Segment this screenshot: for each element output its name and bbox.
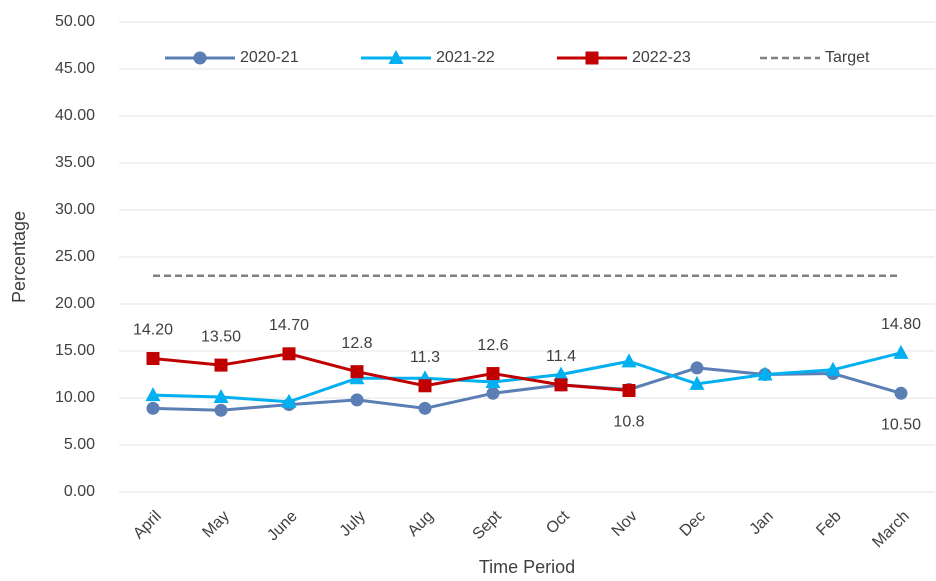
marker <box>281 393 297 408</box>
x-tick-label: Oct <box>543 507 573 537</box>
y-tick-label: 50.00 <box>55 13 95 30</box>
marker <box>689 375 705 390</box>
marker <box>214 358 228 372</box>
x-tick-label: Dec <box>677 508 709 540</box>
legend-label: 2020-21 <box>240 49 299 66</box>
marker <box>418 401 432 415</box>
y-tick-label: 0.00 <box>64 483 95 500</box>
marker <box>893 344 909 359</box>
data-label: 12.6 <box>477 337 508 354</box>
marker <box>213 389 229 404</box>
y-tick-label: 35.00 <box>55 154 95 171</box>
marker <box>553 366 569 381</box>
series-line <box>152 351 902 404</box>
x-tick-label: April <box>130 508 165 543</box>
y-tick-label: 10.00 <box>55 389 95 406</box>
marker <box>825 361 841 376</box>
y-axis-title: Percentage <box>9 211 29 303</box>
marker <box>894 386 908 400</box>
legend-label: Target <box>825 49 870 66</box>
x-tick-label: Nov <box>609 508 641 540</box>
data-label: 13.50 <box>201 328 241 345</box>
marker <box>486 386 500 400</box>
y-tick-label: 25.00 <box>55 248 95 265</box>
data-label: 11.3 <box>410 349 440 366</box>
data-label: 14.80 <box>881 316 921 333</box>
marker <box>418 379 432 393</box>
legend-label: 2021-22 <box>436 49 495 66</box>
y-tick-label: 20.00 <box>55 295 95 312</box>
marker <box>146 401 160 415</box>
marker <box>145 387 161 402</box>
data-label: 12.8 <box>341 335 372 352</box>
x-tick-label: June <box>264 508 301 545</box>
data-label: 10.8 <box>613 414 644 431</box>
y-tick-label: 40.00 <box>55 107 95 124</box>
y-tick-label: 45.00 <box>55 60 95 77</box>
x-tick-label: July <box>337 508 369 540</box>
x-tick-label: Aug <box>405 508 437 540</box>
marker <box>690 361 704 375</box>
legend-item: Target <box>760 49 870 66</box>
marker <box>350 365 364 379</box>
x-axis-title: Time Period <box>479 557 575 577</box>
y-tick-label: 15.00 <box>55 342 95 359</box>
data-label: 10.50 <box>881 417 921 434</box>
marker <box>193 51 207 65</box>
marker <box>622 383 636 397</box>
x-tick-label: March <box>869 508 912 551</box>
series-line <box>152 352 630 392</box>
legend-item: 2021-22 <box>361 49 495 66</box>
marker <box>554 378 568 392</box>
marker <box>146 352 160 366</box>
marker <box>214 403 228 417</box>
y-tick-label: 30.00 <box>55 201 95 218</box>
x-tick-label: Feb <box>813 508 845 540</box>
marker <box>282 347 296 361</box>
x-tick-label: Sept <box>470 507 506 543</box>
data-label: 14.20 <box>133 322 173 339</box>
marker <box>485 374 501 389</box>
y-tick-label: 5.00 <box>64 436 95 453</box>
x-tick-label: May <box>199 508 232 541</box>
marker <box>388 50 404 64</box>
x-tick-label: Jan <box>747 508 777 538</box>
legend-item: 2020-21 <box>165 49 299 66</box>
marker <box>621 353 637 368</box>
data-label: 14.70 <box>269 317 309 334</box>
marker <box>757 366 773 381</box>
marker <box>585 51 599 65</box>
legend-item: 2022-23 <box>557 49 691 66</box>
marker <box>350 393 364 407</box>
data-label: 11.4 <box>546 348 576 365</box>
legend-label: 2022-23 <box>632 49 691 66</box>
marker <box>486 367 500 381</box>
